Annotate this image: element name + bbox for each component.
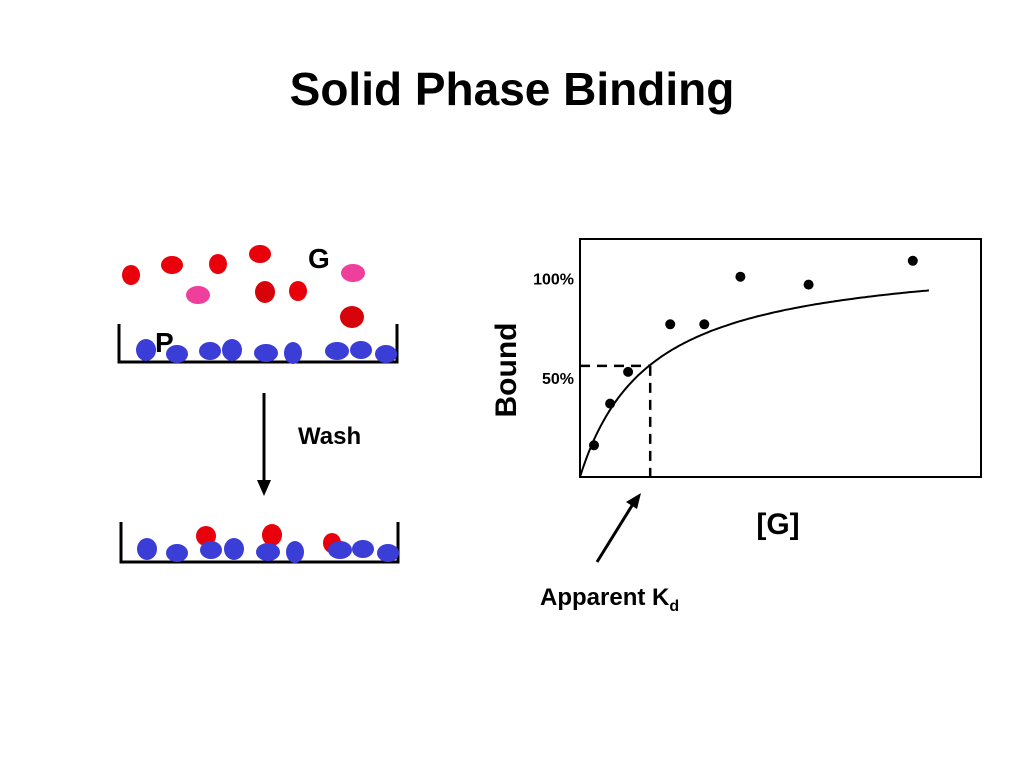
- ligand-molecule: [186, 286, 210, 304]
- wash-label: Wash: [298, 423, 361, 450]
- data-point: [803, 279, 814, 290]
- data-point: [623, 366, 634, 377]
- data-point: [589, 440, 599, 451]
- protein-molecule: [137, 538, 157, 560]
- well-outline: [117, 324, 399, 364]
- arrow-head-icon: [257, 480, 271, 496]
- ligand-molecule: [289, 281, 307, 301]
- wash-arrow: [257, 393, 271, 496]
- ligand-molecule: [122, 265, 140, 285]
- well-outline: [119, 522, 400, 564]
- slide-title: Solid Phase Binding: [289, 63, 735, 115]
- protein-molecule: [200, 541, 222, 559]
- data-point: [665, 319, 676, 330]
- data-point: [735, 271, 746, 282]
- arrow-head-icon: [626, 493, 641, 509]
- y-axis-label: Bound: [490, 323, 523, 418]
- protein-molecule: [352, 540, 374, 558]
- apparent-kd-text: Apparent K: [540, 584, 670, 611]
- data-points: [589, 255, 918, 451]
- protein-label: P: [155, 327, 174, 358]
- y-tick-label: 100%: [533, 272, 574, 289]
- data-point: [605, 398, 616, 409]
- protein-molecule: [224, 538, 244, 560]
- protein-molecule: [199, 342, 221, 360]
- protein-molecule: [222, 339, 242, 361]
- ligand-molecule: [340, 306, 364, 328]
- protein-molecule: [284, 342, 302, 364]
- well-after-wash: [119, 522, 400, 564]
- protein-molecule: [375, 345, 397, 363]
- ligand-label: G: [308, 243, 330, 274]
- protein-molecule: [325, 342, 349, 360]
- ligand-molecule: [209, 254, 227, 274]
- y-tick-label: 50%: [542, 371, 574, 388]
- ligand-molecule: [262, 524, 282, 546]
- ligand-molecule: [341, 264, 365, 282]
- data-point: [907, 255, 918, 266]
- protein-molecule: [377, 544, 399, 562]
- ligand-molecule: [249, 245, 271, 263]
- kd-guide-lines: [580, 364, 652, 477]
- protein-molecule: [350, 341, 372, 359]
- fit-curve: [579, 289, 930, 478]
- well-before-wash: G P: [117, 243, 399, 364]
- apparent-kd-annotation: Apparent Kd: [540, 493, 679, 615]
- plot-frame: [579, 238, 982, 478]
- binding-chart: 100% 50% Bound [G]: [490, 238, 982, 541]
- x-axis-label: [G]: [756, 508, 799, 541]
- ligand-molecule: [161, 256, 183, 274]
- protein-molecule: [166, 544, 188, 562]
- data-point: [699, 319, 710, 330]
- ligand-molecule: [255, 281, 275, 303]
- protein-molecule: [166, 345, 188, 363]
- protein-molecule: [328, 541, 352, 559]
- protein-molecule: [286, 541, 304, 563]
- protein-molecule: [256, 543, 280, 561]
- protein-molecule: [254, 344, 278, 362]
- apparent-kd-subscript: d: [669, 598, 679, 615]
- protein-molecule: [136, 339, 156, 361]
- apparent-kd-label: Apparent Kd: [540, 584, 679, 615]
